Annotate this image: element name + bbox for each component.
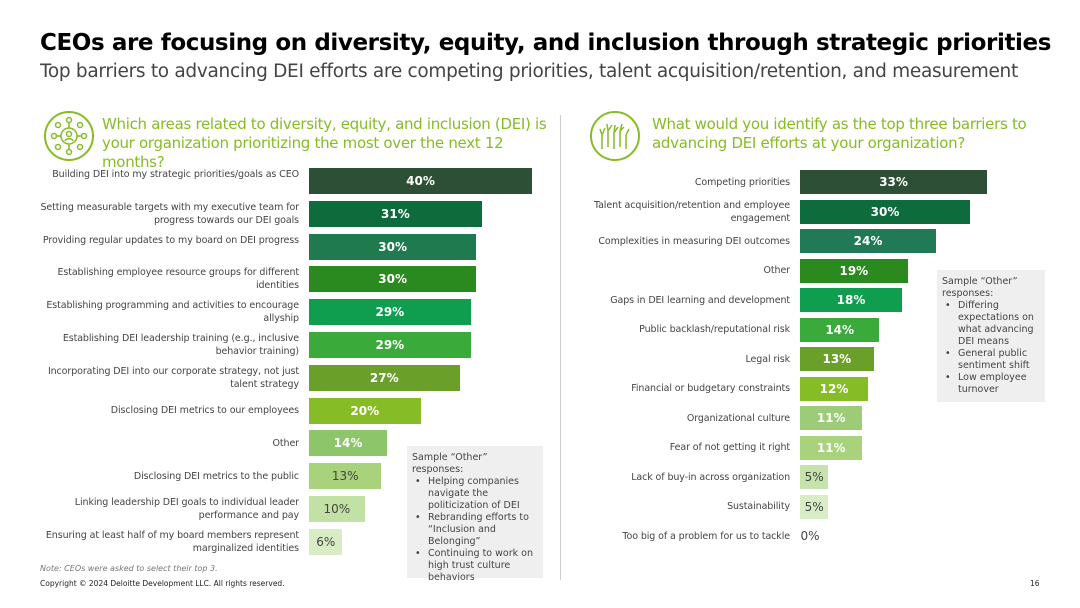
- bar: 14%: [309, 430, 388, 457]
- category-label: Legal risk: [745, 353, 791, 365]
- category-label: Competing priorities: [694, 176, 790, 188]
- bar: 5%: [800, 494, 829, 519]
- callout-title: Sample “Other” responses:: [942, 276, 1018, 299]
- bar: 6%: [309, 528, 343, 555]
- category-label: Setting measurable targets with my execu…: [40, 201, 300, 226]
- category-label: Ensuring at least half of my board membe…: [45, 529, 299, 554]
- callout-item: Continuing to work on high trust culture…: [412, 548, 538, 584]
- bar: 18%: [800, 288, 903, 312]
- data-label: 33%: [879, 175, 908, 189]
- data-label: 24%: [853, 234, 883, 248]
- bar: 27%: [309, 364, 460, 391]
- data-label: 6%: [316, 534, 336, 549]
- data-label: 18%: [836, 293, 866, 307]
- category-label: Talent acquisition/retention and employe…: [593, 199, 790, 224]
- data-label: 14%: [333, 436, 363, 451]
- callout-item: Rebranding efforts to “Inclusion and Bel…: [412, 512, 538, 548]
- slide-title: CEOs are focusing on diversity, equity, …: [40, 30, 1052, 56]
- callout-item: Differing expectations on what advancing…: [942, 300, 1040, 348]
- bar: 40%: [309, 168, 532, 194]
- bar: 20%: [309, 397, 421, 424]
- category-label: Establishing DEI leadership training (e.…: [62, 333, 299, 357]
- bar: 14%: [800, 317, 880, 342]
- bar: 24%: [800, 229, 937, 253]
- category-label: Public backlash/reputational risk: [639, 324, 790, 335]
- bar: 19%: [800, 258, 908, 283]
- category-label: Incorporating DEI into our corporate str…: [47, 365, 299, 390]
- data-label: 5%: [804, 499, 824, 514]
- bar: 13%: [309, 463, 382, 490]
- callout-item: General public sentiment shift: [942, 348, 1040, 372]
- category-label: Other: [763, 265, 791, 276]
- bar: 29%: [309, 332, 471, 358]
- bar: 11%: [800, 406, 863, 430]
- category-label: Complexities in measuring DEI outcomes: [598, 235, 790, 247]
- network-people-icon: [44, 111, 94, 161]
- category-label: Financial or budgetary constraints: [631, 383, 790, 394]
- bar: 0%: [800, 524, 820, 548]
- footnote: Note: CEOs were asked to select their to…: [40, 564, 218, 573]
- category-label: Lack of buy-in across organization: [631, 471, 790, 483]
- data-label: 29%: [375, 305, 405, 320]
- page-number: 16: [1030, 579, 1040, 588]
- callout-item: Helping companies navigate the politiciz…: [412, 476, 538, 512]
- category-label: Too big of a problem for us to tackle: [622, 530, 790, 542]
- bar: 12%: [800, 376, 869, 401]
- data-label: 10%: [323, 502, 351, 516]
- data-label: 20%: [350, 403, 380, 418]
- bar: 10%: [309, 496, 365, 522]
- data-label: 11%: [816, 411, 846, 425]
- data-label: 0%: [800, 529, 820, 543]
- callout-title: Sample “Other” responses:: [412, 452, 488, 475]
- bar: 30%: [309, 266, 477, 293]
- data-label: 11%: [816, 440, 846, 455]
- right-question: What would you identify as the top three…: [652, 115, 1027, 152]
- category-label: Sustainability: [727, 501, 790, 512]
- category-label: Other: [272, 437, 300, 449]
- left-other-callout: Sample “Other” responses: Helping compan…: [407, 446, 543, 583]
- category-label: Gaps in DEI learning and development: [610, 294, 790, 306]
- data-label: 30%: [378, 239, 407, 254]
- data-label: 29%: [375, 338, 405, 352]
- bar: 5%: [800, 465, 829, 489]
- bar: 30%: [309, 233, 477, 260]
- slide-subtitle: Top barriers to advancing DEI efforts ar…: [40, 61, 1018, 82]
- raised-hands-icon: [590, 111, 640, 161]
- data-label: 31%: [381, 206, 410, 221]
- data-label: 14%: [825, 322, 855, 337]
- data-label: 40%: [406, 174, 435, 188]
- data-label: 13%: [822, 352, 852, 366]
- category-label: Organizational culture: [686, 412, 790, 424]
- data-label: 30%: [378, 272, 407, 287]
- category-label: Establishing employee resource groups fo…: [57, 267, 299, 292]
- copyright: Copyright © 2024 Deloitte Development LL…: [40, 579, 285, 588]
- divider: [560, 115, 561, 580]
- data-label: 27%: [369, 370, 399, 385]
- right-other-callout: Sample “Other” responses: Differing expe…: [937, 270, 1045, 402]
- data-label: 19%: [839, 263, 869, 278]
- bar: 31%: [309, 200, 482, 227]
- left-question: Which areas related to diversity, equity…: [102, 115, 547, 171]
- category-label: Linking leadership DEI goals to individu…: [74, 497, 299, 521]
- bar: 30%: [800, 199, 971, 224]
- category-label: Providing regular updates to my board on…: [42, 234, 299, 246]
- bar: 33%: [800, 170, 988, 194]
- data-label: 5%: [804, 470, 824, 484]
- data-label: 12%: [819, 381, 849, 396]
- data-label: 13%: [331, 469, 359, 484]
- data-label: 30%: [870, 204, 900, 219]
- category-label: Disclosing DEI metrics to the public: [133, 470, 299, 482]
- category-label: Establishing programming and activities …: [46, 300, 299, 325]
- callout-item: Low employee turnover: [942, 372, 1040, 396]
- category-label: Building DEI into my strategic prioritie…: [52, 169, 299, 180]
- category-label: Disclosing DEI metrics to our employees: [110, 405, 299, 417]
- bar: 29%: [309, 299, 471, 326]
- category-label: Fear of not getting it right: [669, 442, 790, 453]
- bar: 13%: [800, 347, 874, 371]
- bar: 11%: [800, 435, 863, 460]
